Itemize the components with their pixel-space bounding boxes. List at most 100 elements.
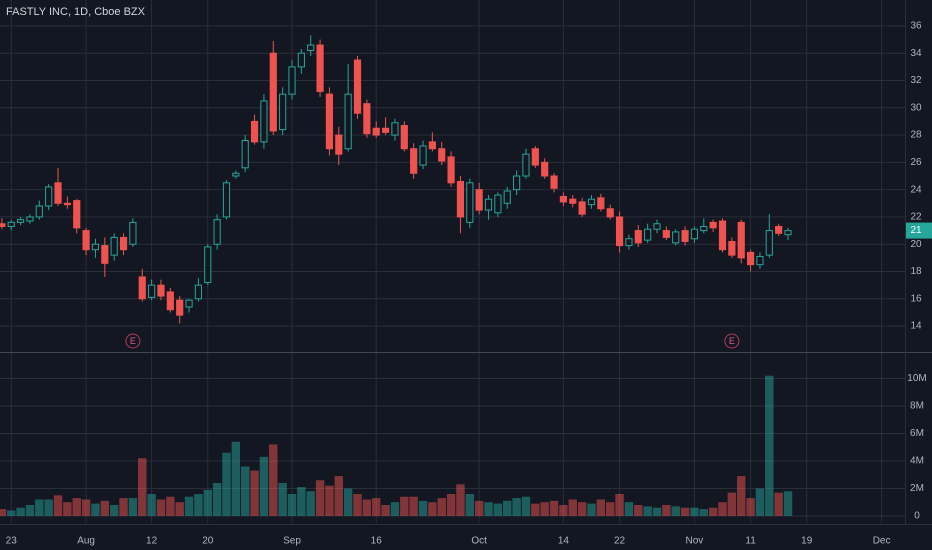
candle-body: [456, 180, 465, 218]
volume-bar: [334, 476, 344, 516]
volume-bar: [175, 502, 184, 516]
volume-bar: [400, 496, 409, 516]
candle-body: [746, 251, 755, 266]
x-tick-label: 11: [745, 536, 756, 547]
candle-body: [775, 225, 783, 234]
volume-bar: [297, 487, 306, 516]
candle-body: [419, 145, 427, 166]
y-tick-label: 36: [910, 21, 922, 32]
volume-bar: [605, 502, 615, 516]
volume-bar: [746, 498, 755, 516]
candle-body: [503, 190, 511, 204]
x-tick-label: 14: [558, 536, 570, 547]
volume-bar: [35, 499, 44, 516]
volume-bar: [194, 493, 203, 516]
volume-bar: [727, 492, 737, 516]
volume-bar: [166, 496, 175, 516]
volume-bar: [549, 500, 559, 516]
candle-body: [438, 148, 446, 162]
candle-body: [466, 182, 474, 223]
candle-body: [279, 93, 287, 131]
candle-body: [54, 182, 62, 204]
volume-bar: [531, 503, 540, 516]
volume-bar: [381, 504, 390, 516]
volume-bar: [662, 504, 671, 516]
candle-body: [232, 172, 240, 177]
volume-tick-label: 10M: [907, 373, 926, 384]
earnings-label: E: [729, 336, 735, 346]
x-tick-label: 20: [202, 536, 214, 547]
volume-bar: [138, 458, 147, 516]
last-price-label: 21: [910, 225, 922, 236]
candle-body: [325, 93, 334, 150]
x-tick-label: 23: [6, 536, 18, 547]
x-tick-label: Dec: [873, 536, 891, 547]
candle-body: [363, 103, 371, 135]
volume-bar: [7, 510, 16, 516]
volume-bar: [119, 498, 128, 516]
volume-bar: [269, 444, 278, 516]
candle-body: [344, 93, 352, 150]
y-tick-label: 14: [910, 321, 922, 332]
volume-bar: [512, 498, 521, 516]
volume-bar: [577, 502, 587, 516]
last-price-box: [906, 222, 932, 239]
volume-bar: [63, 502, 72, 516]
candle-body: [690, 228, 699, 240]
candle-body: [672, 231, 680, 244]
volume-bar: [690, 507, 699, 516]
volume-bar: [428, 502, 437, 516]
candle-body: [784, 230, 792, 236]
x-tick-label: Aug: [77, 536, 95, 547]
volume-bar: [568, 499, 577, 516]
y-tick-label: 22: [910, 212, 922, 223]
y-tick-label: 18: [910, 266, 922, 277]
volume-bar: [203, 489, 212, 516]
volume-bar: [418, 500, 428, 516]
volume-bar: [465, 493, 475, 516]
marks: [0, 35, 932, 516]
candle-body: [410, 148, 418, 174]
volume-bar: [25, 504, 35, 516]
candle-body: [615, 216, 624, 247]
volume-bar: [91, 503, 100, 516]
candle-body: [634, 230, 642, 244]
volume-bar: [596, 499, 606, 516]
volume-bar: [484, 502, 493, 516]
candle-body: [316, 44, 324, 92]
candle-body: [353, 59, 362, 114]
candle-body: [91, 243, 100, 251]
volume-bar: [737, 476, 746, 516]
labels: 23 Aug 12 20 Sep 16 Oct 14 22 Nov 11 19 Dec 14 16 18 20 2…: [6, 21, 927, 547]
volume-bar: [147, 493, 156, 516]
volume-bar: [287, 493, 297, 516]
candle-body: [110, 236, 118, 256]
volume-tick-label: 8M: [910, 401, 924, 412]
candle-body: [737, 221, 745, 259]
volume-bar: [765, 375, 774, 516]
volume-bar: [372, 498, 381, 516]
volume-bar: [540, 502, 549, 516]
volume-bar: [72, 498, 81, 516]
volume-tick-label: 4M: [910, 456, 924, 467]
volume-bar: [783, 491, 793, 516]
volume-bar: [652, 507, 662, 516]
volume-bar: [615, 493, 624, 516]
volume-bar: [306, 491, 315, 516]
volume-tick-label: 6M: [910, 428, 924, 439]
candle-body: [222, 182, 231, 218]
volume-bar: [474, 500, 484, 516]
candle-body: [17, 219, 25, 223]
volume-bar: [503, 500, 512, 516]
earnings-label: E: [130, 336, 136, 346]
y-tick-label: 16: [910, 293, 922, 304]
volume-bar: [315, 480, 325, 516]
candle-body: [213, 219, 221, 245]
volume-bar: [587, 503, 596, 516]
candle-body: [644, 228, 652, 241]
candle-body: [559, 195, 567, 203]
volume-bar: [240, 466, 250, 516]
candle-body: [391, 122, 399, 136]
